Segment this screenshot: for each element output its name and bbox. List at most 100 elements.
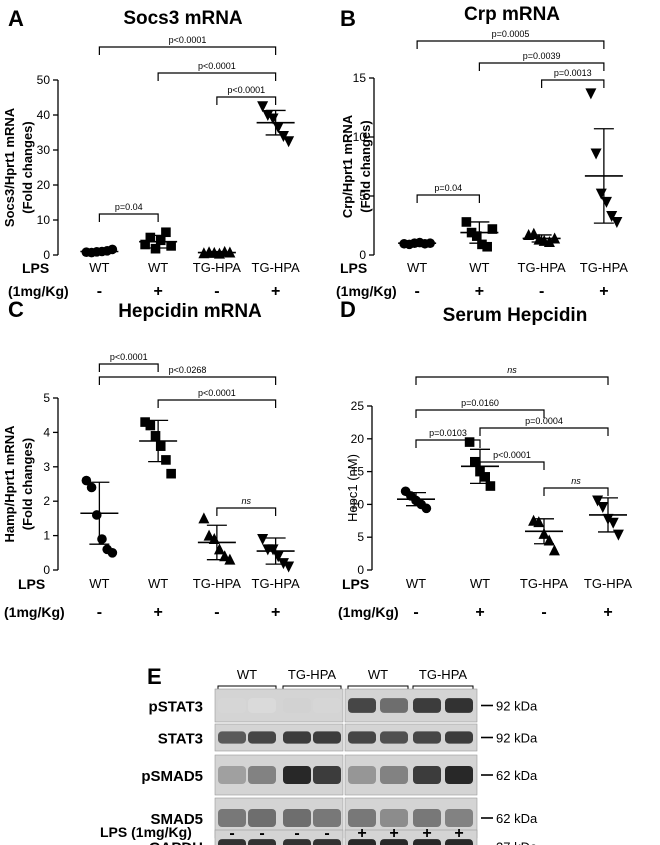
data-point	[482, 241, 492, 252]
blot-band	[445, 766, 473, 784]
blot-band	[248, 766, 276, 784]
blot-band	[348, 839, 376, 845]
data-point	[81, 475, 92, 486]
lps-sign: +	[599, 283, 608, 300]
y-tick-label: 5	[359, 189, 366, 203]
x-category-label: WT	[148, 576, 168, 591]
y-axis-label: (Fold changes)	[20, 121, 35, 213]
comparison-bracket	[415, 409, 545, 418]
y-tick-label: 15	[353, 71, 367, 85]
lps-sign: -	[214, 604, 219, 621]
y-axis-label: Socs3/Hprt1 mRNA	[2, 107, 17, 227]
blot-band	[283, 731, 311, 744]
lane-group-label: TG-HPA	[288, 667, 336, 682]
p-value-label: p<0.0268	[169, 365, 207, 375]
blot-band	[380, 809, 408, 827]
blot-band	[313, 698, 341, 713]
lps-sign: +	[475, 604, 484, 621]
blot-band	[348, 809, 376, 827]
blot-band	[218, 839, 246, 845]
y-tick-label: 50	[37, 73, 51, 87]
y-tick-label: 10	[353, 130, 367, 144]
lps-sign: +	[422, 825, 431, 842]
panel-letter: C	[8, 297, 24, 322]
lps-sign: +	[603, 604, 612, 621]
lps-sign: -	[324, 825, 329, 842]
x-category-label: TG-HPA	[193, 260, 241, 275]
blot-row-label: STAT3	[158, 731, 203, 748]
x-category-label: WT	[407, 260, 427, 275]
blot-band	[283, 809, 311, 827]
data-point	[590, 148, 602, 160]
panel-e-western-blot: E WT TG-HPA WT TG-HPA pSTAT3 92 kDa STAT3 92 kDa…	[100, 664, 538, 845]
lps-sign: -	[413, 604, 418, 621]
p-value-label: p<0.0001	[169, 35, 207, 45]
x-category-label: WT	[148, 260, 168, 275]
y-tick-label: 10	[37, 213, 51, 227]
comparison-bracket	[98, 376, 277, 385]
comparison-bracket	[478, 62, 605, 71]
data-point	[528, 227, 540, 239]
blot-band	[445, 731, 473, 744]
chart-title: Socs3 mRNA	[123, 8, 243, 29]
blot-row-label: pSTAT3	[149, 699, 203, 716]
kda-label: 92 kDa	[496, 731, 538, 746]
data-point	[461, 217, 472, 227]
data-point	[487, 224, 498, 234]
data-point	[597, 502, 609, 514]
data-point	[224, 553, 236, 565]
comparison-bracket	[157, 399, 277, 408]
lps-sign: -	[541, 604, 546, 621]
p-value-label: ns	[571, 476, 581, 486]
y-axis-label: Crp/Hprt1 mRNA	[340, 114, 355, 218]
p-value-label: ns	[241, 496, 251, 506]
blot-band	[313, 766, 341, 784]
lps-sign: -	[229, 825, 234, 842]
comparison-bracket	[479, 427, 609, 436]
lps-sign: +	[454, 825, 463, 842]
lps-sign: -	[214, 283, 219, 300]
comparison-bracket	[216, 507, 277, 516]
lps-label: LPS (1mg/Kg)	[100, 824, 192, 840]
p-value-label: p=0.0004	[525, 416, 563, 426]
comparison-bracket	[216, 96, 277, 105]
blot-row-label: pSMAD5	[141, 768, 203, 785]
dose-label: (1mg/Kg)	[338, 604, 399, 620]
blot-band	[283, 698, 311, 713]
y-tick-label: 5	[357, 530, 364, 544]
x-category-label: WT	[89, 260, 109, 275]
lps-label: LPS	[22, 260, 49, 276]
blot-band	[218, 809, 246, 827]
comparison-bracket	[157, 72, 277, 81]
y-tick-label: 4	[43, 425, 50, 439]
data-point	[166, 468, 176, 479]
data-point	[155, 235, 166, 246]
data-point	[161, 455, 171, 465]
lps-sign: +	[357, 825, 366, 842]
data-point	[155, 441, 166, 451]
y-tick-label: 2	[43, 494, 50, 508]
data-point	[612, 529, 624, 541]
lps-sign: +	[153, 604, 162, 621]
data-point	[140, 239, 150, 250]
y-tick-label: 25	[351, 399, 365, 413]
panel-d: D Serum Hepcidin 0 5 10 15 20 25 Hepc1 (nM) WT - WT…	[338, 297, 632, 621]
x-category-label: TG-HPA	[520, 576, 568, 591]
comparison-bracket	[416, 194, 480, 203]
x-category-label: TG-HPA	[518, 260, 566, 275]
blot-band	[380, 698, 408, 713]
p-value-label: p=0.0160	[461, 398, 499, 408]
y-tick-label: 0	[359, 248, 366, 262]
data-point	[283, 561, 295, 573]
comparison-bracket	[416, 40, 605, 49]
data-point	[464, 437, 475, 447]
p-value-label: p=0.0013	[554, 68, 592, 78]
comparison-bracket	[415, 439, 481, 448]
lps-sign: +	[389, 825, 398, 842]
data-point	[470, 456, 480, 467]
blot-band	[380, 731, 408, 744]
blot-band	[348, 698, 376, 713]
data-point	[283, 136, 295, 148]
data-point	[585, 88, 597, 100]
y-tick-label: 20	[351, 432, 365, 446]
